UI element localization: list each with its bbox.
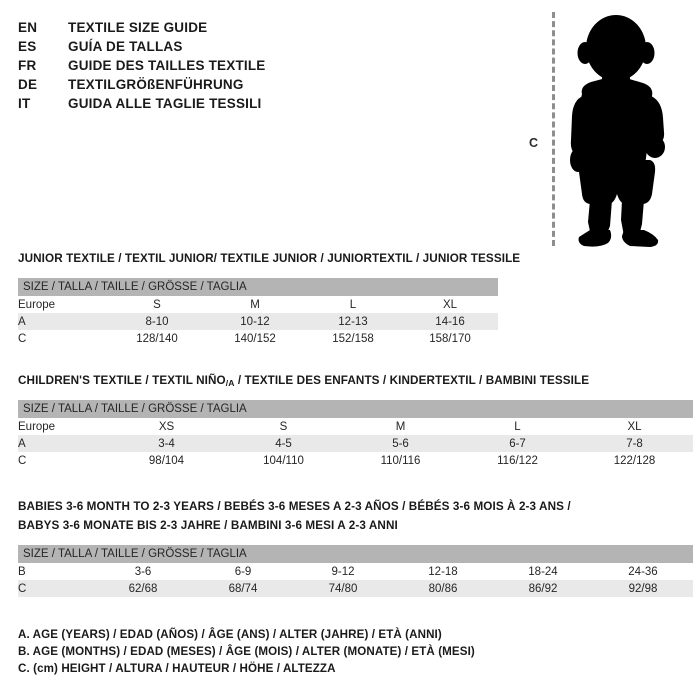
table-cell: L <box>304 296 402 313</box>
table-cell: 5-6 <box>342 435 459 452</box>
table-cell: M <box>206 296 304 313</box>
table-cell: 18-24 <box>493 563 593 580</box>
legend-line-a: A. AGE (YEARS) / EDAD (AÑOS) / ÂGE (ANS)… <box>18 628 442 641</box>
table-cell: XL <box>576 418 694 435</box>
table-header-bar: SIZE / TALLA / TAILLE / GRÖSSE / TAGLIA <box>18 400 694 418</box>
table-cell: 92/98 <box>593 580 693 597</box>
language-title: TEXTILE SIZE GUIDE <box>68 20 208 35</box>
language-row-en: EN TEXTILE SIZE GUIDE <box>18 20 438 39</box>
children-title-subscript: /A <box>225 378 235 388</box>
table-row: Europe XS S M L XL <box>18 418 694 435</box>
table-cell: 122/128 <box>576 452 694 469</box>
language-row-it: IT GUIDA ALLE TAGLIE TESSILI <box>18 96 438 115</box>
table-cell: 80/86 <box>393 580 493 597</box>
language-title: GUIDE DES TAILLES TEXTILE <box>68 58 266 73</box>
row-key: Europe <box>18 296 108 313</box>
row-key: Europe <box>18 418 108 435</box>
table-cell: 14-16 <box>402 313 499 330</box>
table-cell: 6-9 <box>193 563 293 580</box>
table-row: A 3-4 4-5 5-6 6-7 7-8 <box>18 435 694 452</box>
size-bar-label: SIZE / TALLA / TAILLE / GRÖSSE / TAGLIA <box>18 278 499 296</box>
language-code: EN <box>18 20 38 35</box>
legend-line-c: C. (cm) HEIGHT / ALTURA / HAUTEUR / HÖHE… <box>18 662 336 675</box>
row-key: C <box>18 580 93 597</box>
row-key: A <box>18 313 108 330</box>
table-cell: 12-13 <box>304 313 402 330</box>
table-cell: 98/104 <box>108 452 225 469</box>
babies-section-title-line2: BABYS 3-6 MONATE BIS 2-3 JAHRE / BAMBINI… <box>18 519 398 532</box>
children-section-title: CHILDREN'S TEXTILE / TEXTIL NIÑO/A / TEX… <box>18 374 589 388</box>
table-cell: 62/68 <box>93 580 193 597</box>
table-cell: M <box>342 418 459 435</box>
table-cell: 10-12 <box>206 313 304 330</box>
row-key: B <box>18 563 93 580</box>
size-bar-label: SIZE / TALLA / TAILLE / GRÖSSE / TAGLIA <box>18 545 693 563</box>
table-cell: 12-18 <box>393 563 493 580</box>
language-code: DE <box>18 77 38 92</box>
table-cell: XL <box>402 296 499 313</box>
height-marker-label: C <box>529 136 539 150</box>
table-cell: 24-36 <box>593 563 693 580</box>
language-header: EN TEXTILE SIZE GUIDE ES GUÍA DE TALLAS … <box>18 20 438 115</box>
table-cell: 7-8 <box>576 435 694 452</box>
language-row-de: DE TEXTILGRÖßENFÜHRUNG <box>18 77 438 96</box>
table-cell: 8-10 <box>108 313 206 330</box>
size-bar-label: SIZE / TALLA / TAILLE / GRÖSSE / TAGLIA <box>18 400 694 418</box>
table-cell: 158/170 <box>402 330 499 347</box>
language-row-fr: FR GUIDE DES TAILLES TEXTILE <box>18 58 438 77</box>
table-cell: 4-5 <box>225 435 342 452</box>
language-code: ES <box>18 39 37 54</box>
table-cell: 152/158 <box>304 330 402 347</box>
table-cell: 74/80 <box>293 580 393 597</box>
table-cell: 104/110 <box>225 452 342 469</box>
table-header-bar: SIZE / TALLA / TAILLE / GRÖSSE / TAGLIA <box>18 278 499 296</box>
table-row: C 62/68 68/74 74/80 80/86 86/92 92/98 <box>18 580 693 597</box>
table-cell: 128/140 <box>108 330 206 347</box>
height-dashed-line <box>552 12 555 246</box>
table-row: B 3-6 6-9 9-12 12-18 18-24 24-36 <box>18 563 693 580</box>
table-cell: 9-12 <box>293 563 393 580</box>
children-size-table: SIZE / TALLA / TAILLE / GRÖSSE / TAGLIA … <box>18 400 694 469</box>
babies-section-title-line1: BABIES 3-6 MONTH TO 2-3 YEARS / BEBÉS 3-… <box>18 500 571 513</box>
height-measurement-figure: C <box>515 8 690 248</box>
row-key: A <box>18 435 108 452</box>
table-cell: 86/92 <box>493 580 593 597</box>
babies-size-table: SIZE / TALLA / TAILLE / GRÖSSE / TAGLIA … <box>18 545 693 597</box>
language-title: GUIDA ALLE TAGLIE TESSILI <box>68 96 262 111</box>
children-title-pre: CHILDREN'S TEXTILE / TEXTIL NIÑO <box>18 374 226 387</box>
language-code: FR <box>18 58 37 73</box>
language-row-es: ES GUÍA DE TALLAS <box>18 39 438 58</box>
language-code: IT <box>18 96 31 111</box>
table-row: A 8-10 10-12 12-13 14-16 <box>18 313 499 330</box>
children-title-post: / TEXTILE DES ENFANTS / KINDERTEXTIL / B… <box>234 374 590 387</box>
table-cell: 3-6 <box>93 563 193 580</box>
table-header-bar: SIZE / TALLA / TAILLE / GRÖSSE / TAGLIA <box>18 545 693 563</box>
table-cell: XS <box>108 418 225 435</box>
row-key: C <box>18 330 108 347</box>
table-cell: 6-7 <box>459 435 576 452</box>
row-key: C <box>18 452 108 469</box>
measurement-legend: A. AGE (YEARS) / EDAD (AÑOS) / ÂGE (ANS)… <box>18 628 475 679</box>
language-title: GUÍA DE TALLAS <box>68 39 183 54</box>
junior-size-table: SIZE / TALLA / TAILLE / GRÖSSE / TAGLIA … <box>18 278 499 347</box>
table-cell: 3-4 <box>108 435 225 452</box>
table-cell: S <box>108 296 206 313</box>
table-row: C 128/140 140/152 152/158 158/170 <box>18 330 499 347</box>
toddler-silhouette-icon <box>570 15 665 247</box>
table-cell: S <box>225 418 342 435</box>
table-cell: 110/116 <box>342 452 459 469</box>
table-cell: 116/122 <box>459 452 576 469</box>
table-row: Europe S M L XL <box>18 296 499 313</box>
table-row: C 98/104 104/110 110/116 116/122 122/128 <box>18 452 694 469</box>
language-title: TEXTILGRÖßENFÜHRUNG <box>68 77 244 92</box>
table-cell: 68/74 <box>193 580 293 597</box>
junior-section-title: JUNIOR TEXTILE / TEXTIL JUNIOR/ TEXTILE … <box>18 252 521 265</box>
table-cell: 140/152 <box>206 330 304 347</box>
table-cell: L <box>459 418 576 435</box>
legend-line-b: B. AGE (MONTHS) / EDAD (MESES) / ÂGE (MO… <box>18 645 475 658</box>
